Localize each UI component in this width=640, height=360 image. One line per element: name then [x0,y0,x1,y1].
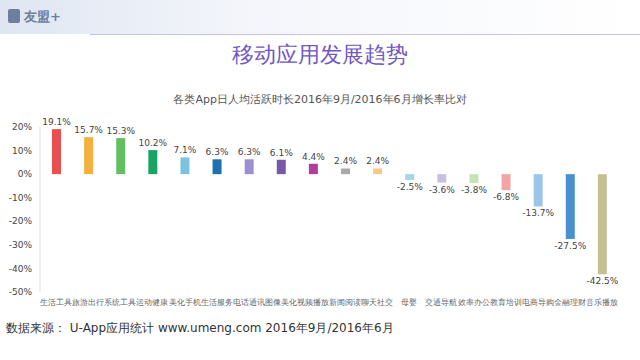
svg-text:运动健康: 运动健康 [136,298,168,307]
svg-text:-42.5%: -42.5% [586,276,618,286]
svg-text:图像美化: 图像美化 [265,298,297,307]
svg-text:10.2%: 10.2% [139,138,168,148]
svg-text:效率办公: 效率办公 [458,298,490,307]
svg-text:美化手机: 美化手机 [169,298,201,307]
svg-text:6.1%: 6.1% [270,148,293,158]
svg-text:-10%: -10% [9,193,33,203]
svg-text:教育培训: 教育培训 [490,298,522,307]
svg-text:6.3%: 6.3% [206,147,229,157]
svg-text:金融理财: 金融理财 [554,298,586,307]
svg-text:-40%: -40% [9,264,33,274]
svg-text:19.1%: 19.1% [42,117,71,127]
svg-text:-13.7%: -13.7% [522,208,554,218]
svg-text:7.1%: 7.1% [174,145,197,155]
svg-text:15.3%: 15.3% [106,126,135,136]
html-text:数据来源： U-App应用统计 www.umeng.com: 数据来源： U-App应用统计 www.umeng.com 2016年9月/20… [6,321,394,335]
svg-text:电商导购: 电商导购 [522,298,554,307]
svg-text:交通导航: 交通导航 [425,298,457,307]
html-text:移动应用发展趋势: 移动应用发展趋势 [232,42,408,67]
svg-text:2.4%: 2.4% [366,156,389,166]
svg-text:聊天社交: 聊天社交 [361,298,393,307]
svg-text:4.4%: 4.4% [302,152,325,162]
svg-text:-2.5%: -2.5% [397,182,424,192]
svg-text:系统工具: 系统工具 [104,298,136,307]
svg-text:6.3%: 6.3% [238,147,261,157]
svg-text:-27.5%: -27.5% [554,241,586,251]
svg-text:生活服务: 生活服务 [201,298,233,307]
svg-text:-20%: -20% [9,216,33,226]
svg-text:-3.8%: -3.8% [461,185,488,195]
svg-text:15.7%: 15.7% [74,125,103,135]
svg-text:新闻阅读: 新闻阅读 [329,298,361,307]
svg-text:0%: 0% [18,169,33,179]
svg-text:-50%: -50% [9,287,33,297]
svg-text:10%: 10% [12,146,32,156]
svg-text:-30%: -30% [9,240,33,250]
html-text:各类App日人均活跃时长2016年9月/2016年6月增长率: 各类App日人均活跃时长2016年9月/2016年6月增长率比对 [173,93,467,106]
svg-text:20%: 20% [12,122,32,132]
svg-text:2.4%: 2.4% [334,156,357,166]
svg-text:生活工具: 生活工具 [40,298,72,307]
svg-text:视频播放: 视频播放 [297,298,329,307]
svg-text:-6.8%: -6.8% [493,192,520,202]
svg-text:电话通讯: 电话通讯 [233,298,265,307]
svg-text:母婴: 母婴 [401,298,417,307]
svg-text:音乐播放: 音乐播放 [586,298,618,307]
svg-text:-3.6%: -3.6% [429,185,456,195]
html-text:友盟+: 友盟+ [24,9,61,24]
svg-text:旅游出行: 旅游出行 [72,298,104,307]
